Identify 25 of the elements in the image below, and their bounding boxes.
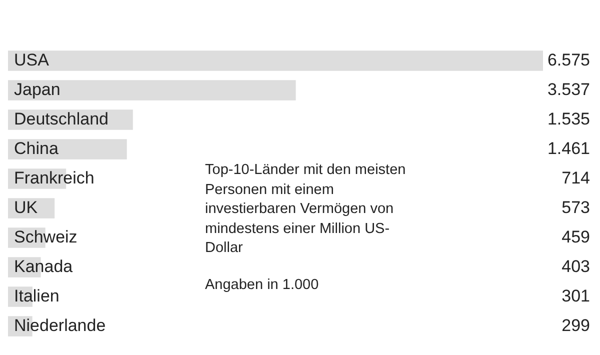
data-label: 459 (562, 227, 590, 246)
y-tick-label: Niederlande (14, 316, 106, 335)
data-label: 301 (562, 286, 590, 306)
data-label: 299 (562, 316, 590, 335)
y-tick-label: UK (14, 198, 38, 217)
text: Top-10-Länder mit den meisten Personen mit einem investierbaren Vermögen von mindestens einer Million US-Dollar (205, 161, 407, 258)
y-tick-label: Japan (14, 80, 60, 99)
data-label: 714 (562, 168, 590, 188)
y-tick-label: Italien (14, 286, 60, 306)
y-tick-label: Kanada (14, 256, 74, 276)
data-label: 3.537 (547, 80, 590, 99)
y-tick-label: Deutschland (14, 109, 109, 128)
data-label: 6.575 (547, 50, 590, 70)
bar (8, 50, 543, 71)
data-label: 573 (562, 198, 590, 217)
bar (8, 139, 127, 160)
y-tick-label: Frankreich (14, 168, 94, 188)
y-tick-label: USA (14, 50, 50, 70)
y-tick-label: China (14, 138, 59, 158)
data-label: 1.535 (547, 109, 590, 128)
data-label: 403 (562, 256, 590, 276)
bar (8, 80, 296, 100)
text: Angaben in 1.000 (205, 276, 320, 295)
data-label: 1.461 (547, 138, 590, 158)
y-tick-label: Schweiz (14, 227, 78, 246)
